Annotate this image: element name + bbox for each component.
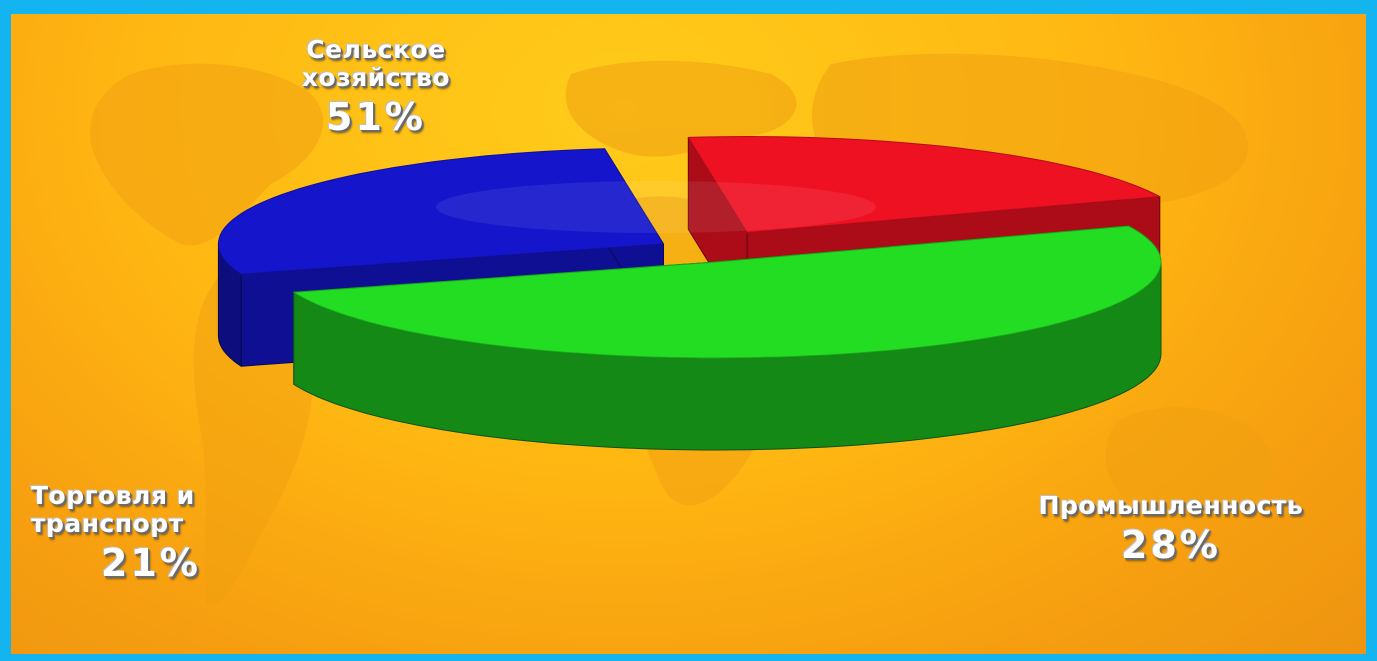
label-agriculture-line1: Сельское (306, 35, 446, 64)
pie-chart (217, 136, 1162, 451)
label-agriculture: Сельское хозяйство 51% (241, 36, 511, 139)
pie-slice-промышленность (217, 148, 664, 275)
pie-slices (217, 136, 1162, 451)
pie-slice-сельское-хозяйство (293, 225, 1162, 359)
label-trade-value: 21% (101, 541, 201, 585)
chart-slide: Сельское хозяйство 51% Торговля и трансп… (11, 14, 1366, 654)
label-trade-line1: Торговля и (31, 481, 195, 510)
label-industry-value: 28% (1121, 523, 1221, 567)
label-trade-transport: Торговля и транспорт 21% (31, 482, 291, 585)
label-agriculture-value: 51% (326, 95, 426, 139)
label-industry: Промышленность 28% (981, 492, 1361, 567)
label-trade-line2: транспорт (31, 509, 184, 538)
label-industry-line1: Промышленность (1038, 491, 1304, 520)
label-agriculture-line2: хозяйство (301, 63, 451, 92)
pie-slice-торговля-и-транспорт (687, 136, 1161, 234)
pie-highlight (436, 181, 876, 233)
